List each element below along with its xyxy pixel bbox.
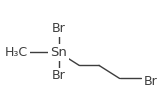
- Text: H₃C: H₃C: [5, 46, 28, 59]
- Text: Br: Br: [52, 22, 66, 35]
- Text: Br: Br: [143, 75, 157, 88]
- Text: Sn: Sn: [50, 46, 67, 59]
- Text: Br: Br: [52, 69, 66, 82]
